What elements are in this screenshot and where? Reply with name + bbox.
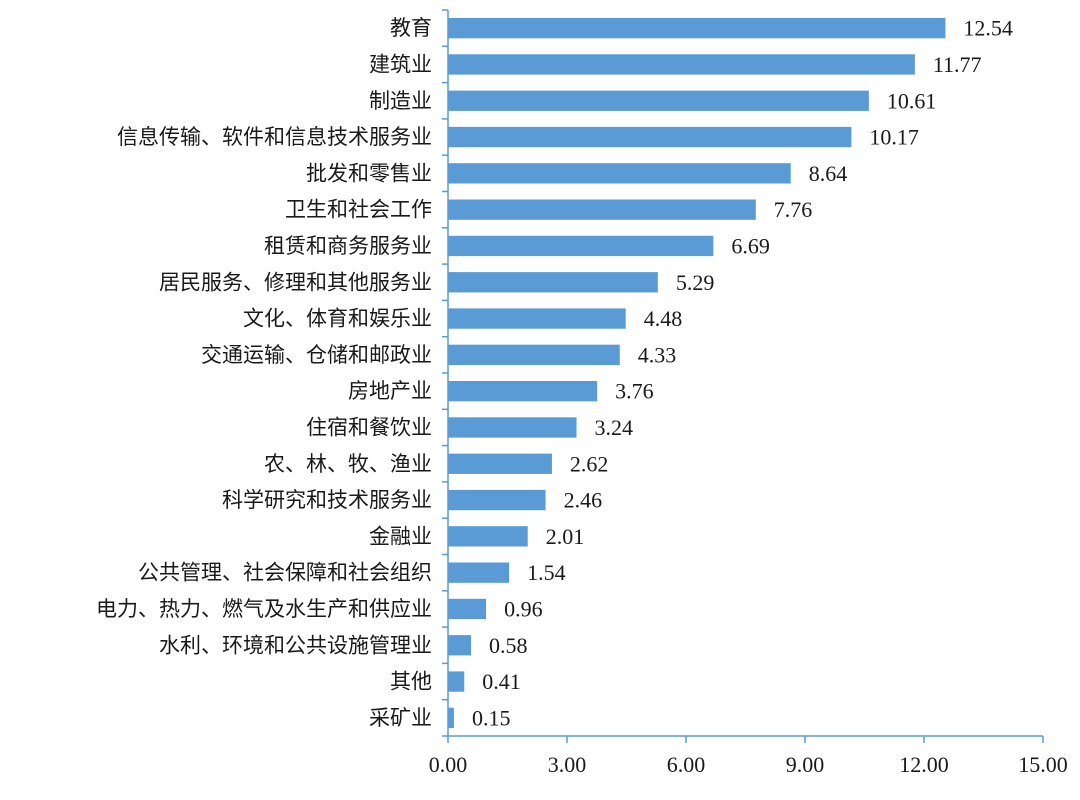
- bar: [448, 453, 552, 474]
- category-label: 交通运输、仓储和邮政业: [201, 343, 432, 367]
- value-label: 8.64: [809, 161, 848, 186]
- value-label: 2.01: [546, 524, 585, 549]
- value-label: 10.17: [869, 125, 919, 150]
- category-label: 科学研究和技术服务业: [222, 488, 432, 512]
- bar: [448, 380, 598, 402]
- bar: [448, 562, 510, 583]
- value-label: 5.29: [676, 270, 715, 295]
- category-label: 建筑业: [369, 52, 432, 76]
- bar: [448, 308, 626, 329]
- value-label: 10.61: [887, 88, 937, 113]
- category-label: 其他: [390, 670, 432, 694]
- category-label: 水利、环境和公共设施管理业: [159, 633, 432, 657]
- bar: [448, 417, 577, 438]
- value-label: 6.69: [731, 233, 770, 258]
- bar: [448, 344, 620, 366]
- value-label: 0.15: [472, 705, 511, 730]
- bars-group: [448, 17, 946, 729]
- value-label: 3.24: [595, 415, 634, 440]
- category-label: 教育: [390, 16, 432, 40]
- value-axis-tick-label: 12.00: [899, 752, 949, 777]
- category-label: 文化、体育和娱乐业: [243, 307, 432, 331]
- category-label: 金融业: [369, 524, 432, 548]
- value-axis-tick-label: 0.00: [429, 752, 468, 777]
- value-label: 7.76: [774, 197, 813, 222]
- bar: [448, 17, 946, 39]
- value-label: 11.77: [933, 52, 982, 77]
- category-label: 房地产业: [348, 379, 432, 403]
- value-label: 0.41: [482, 669, 521, 694]
- bar: [448, 54, 915, 75]
- category-label: 采矿业: [369, 706, 432, 730]
- value-axis-tick-label: 15.00: [1018, 752, 1068, 777]
- value-label: 12.54: [963, 16, 1013, 41]
- category-label: 租赁和商务服务业: [264, 234, 432, 258]
- bar: [448, 489, 546, 511]
- value-label: 2.46: [564, 488, 603, 513]
- category-label: 住宿和餐饮业: [306, 415, 432, 439]
- category-label: 电力、热力、燃气及水生产和供应业: [96, 597, 432, 621]
- bar: [448, 90, 869, 111]
- value-label: 3.76: [615, 379, 654, 404]
- bar: [448, 635, 472, 656]
- bar: [448, 163, 791, 184]
- bar: [448, 199, 756, 220]
- category-label: 公共管理、社会保障和社会组织: [138, 561, 432, 585]
- bar: [448, 707, 454, 729]
- value-label: 1.54: [527, 560, 566, 585]
- value-label: 2.62: [570, 451, 609, 476]
- category-label: 信息传输、软件和信息技术服务业: [117, 125, 432, 149]
- category-label: 卫生和社会工作: [285, 198, 432, 222]
- category-label: 居民服务、修理和其他服务业: [159, 270, 432, 294]
- bar: [448, 126, 852, 148]
- bar: [448, 598, 487, 620]
- value-axis-tick-label: 6.00: [667, 752, 706, 777]
- value-label: 0.58: [489, 633, 528, 658]
- category-label: 农、林、牧、渔业: [264, 452, 432, 476]
- bar: [448, 671, 465, 692]
- value-labels-group: 12.54 11.77 10.61 10.17 8.64 7.766.69 5.29 4.48…: [472, 16, 1013, 731]
- value-axis-tick-label: 9.00: [786, 752, 825, 777]
- value-label: 4.33: [638, 342, 677, 367]
- value-label: 4.48: [644, 306, 683, 331]
- category-label: 制造业: [369, 89, 432, 113]
- category-label: 批发和零售业: [306, 161, 432, 185]
- category-labels-group: 教育建筑业制造业信息传输、软件和信息技术服务业批发和零售业卫生和社会工作租赁和商…: [96, 16, 432, 730]
- value-label: 0.96: [504, 596, 542, 621]
- value-axis-tick-label: 3.00: [548, 752, 587, 777]
- axes-group: 0.00 3.00 6.00 9.00 12.00 15.00: [429, 9, 1068, 777]
- bar: [448, 235, 714, 257]
- bar: [448, 272, 658, 293]
- bar: [448, 526, 528, 547]
